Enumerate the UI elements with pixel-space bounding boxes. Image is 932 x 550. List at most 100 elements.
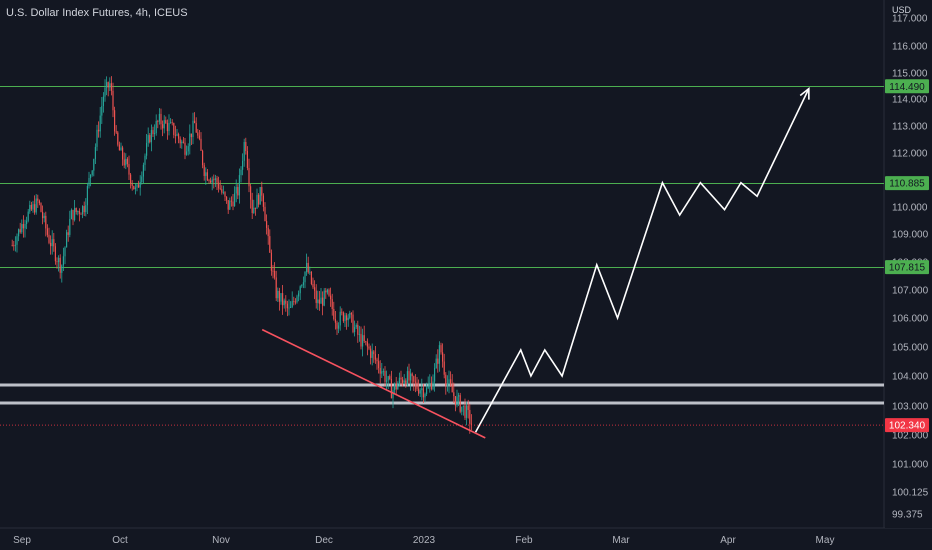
candle-body-6 (21, 224, 23, 233)
candle-body-63 (112, 90, 114, 111)
candle-body-126 (213, 179, 215, 181)
candle-body-59 (106, 82, 108, 88)
candle-body-71 (125, 158, 127, 166)
candle-body-100 (171, 122, 173, 124)
support-band (0, 383, 884, 405)
candle-body-241 (397, 384, 399, 390)
candle-body-162 (270, 252, 272, 271)
candle-body-8 (24, 223, 26, 229)
candle-body-204 (338, 325, 340, 329)
candle-body-97 (166, 123, 168, 132)
candle-body-182 (302, 282, 304, 285)
candle-body-229 (378, 361, 380, 369)
candle-body-207 (342, 312, 344, 322)
candle-body-195 (323, 290, 325, 306)
candle-body-287 (470, 423, 472, 425)
candle-body-149 (250, 186, 252, 200)
candle-body-272 (446, 383, 448, 386)
candle-body-136 (229, 200, 231, 210)
candle-body-132 (222, 192, 224, 193)
candle-body-102 (174, 134, 176, 136)
candle-body-54 (98, 129, 100, 132)
candle-body-88 (152, 130, 154, 135)
plot-area[interactable] (0, 0, 884, 528)
candle-body-254 (418, 388, 420, 394)
trendline-group (261, 328, 486, 439)
level-label-2: 107.815 (889, 263, 926, 274)
last-price-label-bg (885, 418, 929, 433)
candle-body-210 (347, 317, 349, 321)
level-label-1: 110.885 (889, 179, 925, 190)
candle-body-135 (227, 200, 229, 210)
level-label-0: 114.490 (889, 82, 925, 93)
candle-body-14 (34, 204, 36, 213)
candle-body-69 (122, 147, 124, 160)
candle-body-91 (157, 121, 159, 122)
candle-body-157 (262, 195, 264, 207)
candle-body-203 (336, 322, 338, 329)
candle-body-248 (408, 371, 410, 381)
time-axis[interactable] (0, 529, 932, 550)
candle-body-13 (32, 204, 34, 210)
candle-body-232 (382, 371, 384, 372)
candle-body-83 (144, 155, 146, 165)
candle-body-3 (16, 236, 18, 245)
candle-body-230 (379, 368, 381, 374)
x-tick-label-3: Dec (315, 535, 333, 546)
candle-body-266 (437, 358, 439, 364)
candle-body-37 (70, 209, 72, 220)
candle-body-139 (234, 193, 236, 207)
candle-body-243 (400, 377, 402, 380)
candle-body-131 (221, 189, 223, 193)
candle-body-79 (138, 184, 140, 188)
candle-body-110 (187, 146, 189, 152)
candle-body-134 (226, 196, 228, 201)
candle-body-206 (341, 311, 343, 313)
candlestick-series (11, 76, 472, 434)
candle-body-180 (299, 286, 301, 294)
candle-body-227 (374, 354, 376, 360)
candle-body-26 (53, 239, 55, 247)
candle-body-216 (357, 324, 359, 335)
level-label-bg-1 (885, 176, 929, 191)
x-tick-label-7: Apr (720, 535, 736, 546)
candle-body-151 (253, 207, 255, 214)
y-tick-label-5: 112.000 (892, 149, 928, 160)
candle-body-283 (464, 405, 466, 418)
x-axis-ticks: Sep Oct Nov Dec 2023 Feb Mar Apr May (13, 535, 834, 546)
candle-body-242 (398, 377, 400, 385)
symbol-title[interactable]: U.S. Dollar Index Futures, 4h, ICEUS (6, 7, 188, 19)
candle-body-22 (46, 228, 48, 235)
candle-body-12 (30, 204, 32, 210)
candle-body-137 (230, 200, 232, 202)
candle-body-218 (360, 333, 362, 347)
candle-body-0 (11, 245, 13, 246)
y-tick-label-18: 99.375 (892, 510, 923, 521)
candle-body-231 (381, 371, 383, 374)
candle-body-20 (43, 215, 45, 219)
candle-body-101 (173, 123, 175, 135)
x-tick-label-6: Mar (612, 535, 630, 546)
currency-label: USD (892, 5, 912, 15)
candle-body-261 (429, 382, 431, 387)
candle-body-130 (219, 188, 221, 190)
candle-body-245 (403, 380, 405, 383)
y-tick-label-11: 106.000 (892, 314, 929, 325)
candle-body-74 (130, 174, 132, 184)
candle-body-279 (458, 395, 460, 397)
y-tick-label-16: 101.000 (892, 460, 929, 471)
candle-body-52 (94, 146, 96, 159)
candle-body-107 (182, 141, 184, 143)
candle-body-145 (243, 142, 245, 161)
candle-body-240 (395, 383, 397, 390)
candle-body-178 (296, 296, 298, 303)
candle-body-66 (117, 132, 119, 145)
candle-body-263 (432, 381, 434, 390)
candle-body-147 (246, 151, 248, 169)
candle-body-38 (72, 209, 74, 221)
candle-body-138 (232, 201, 234, 207)
candle-body-184 (306, 262, 308, 272)
candle-body-120 (203, 165, 205, 176)
